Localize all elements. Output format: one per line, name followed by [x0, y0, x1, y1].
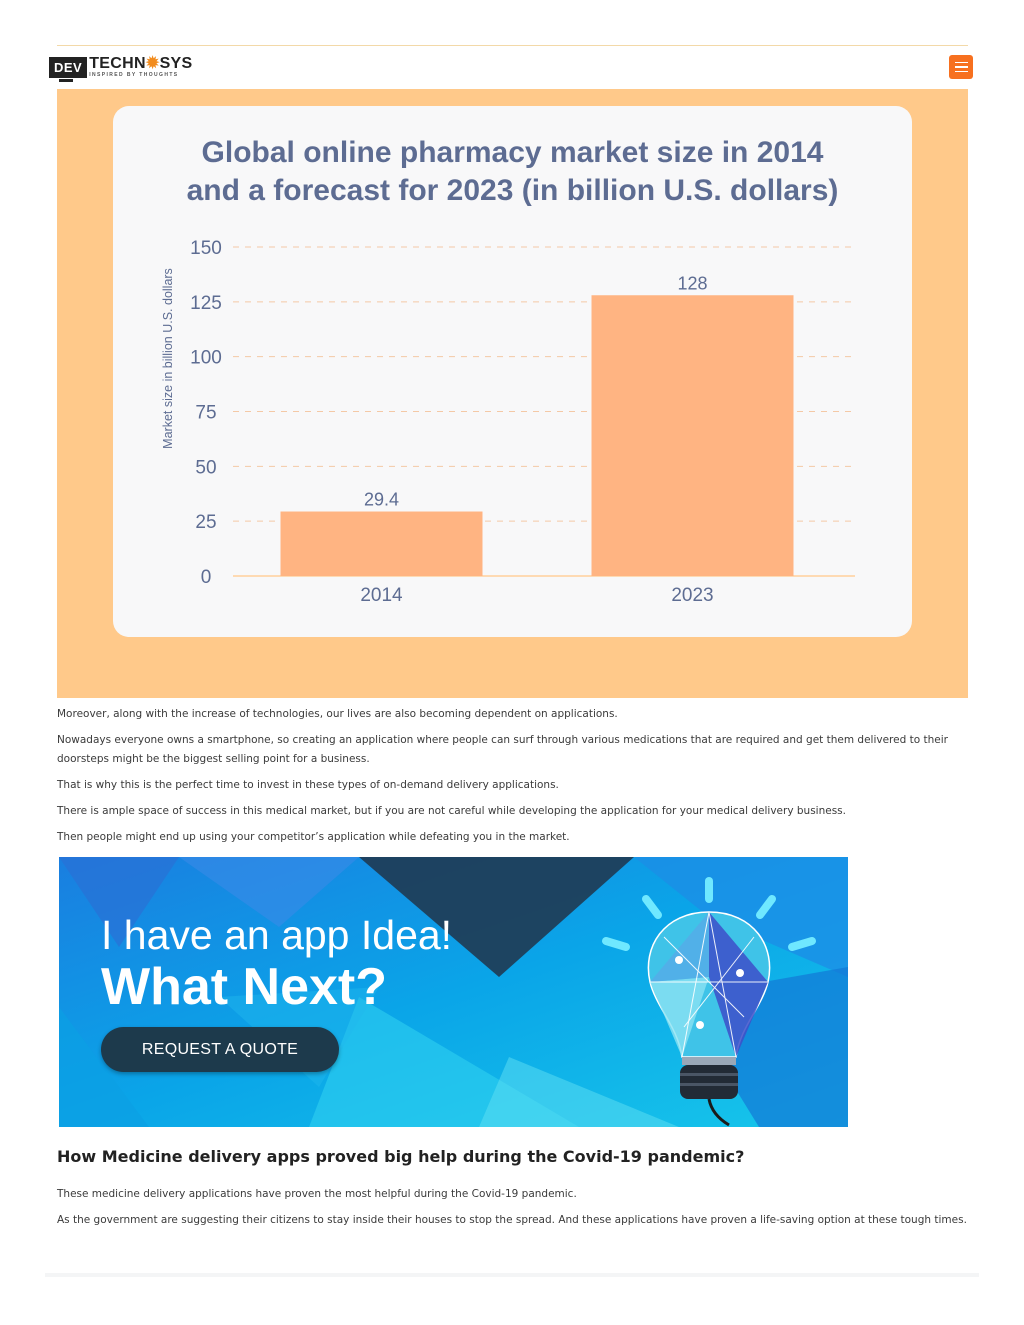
logo-tagline: INSPIRED BY THOUGHTS [89, 72, 179, 78]
bar-value-label: 128 [677, 273, 707, 293]
y-tick-label: 150 [190, 238, 222, 259]
banner-subheadline: What Next? [101, 958, 387, 1016]
paragraph: Moreover, along with the increase of tec… [57, 708, 618, 720]
banner-headline: I have an app Idea! [101, 912, 453, 958]
x-tick-label: 2023 [671, 585, 713, 606]
chart-title-line-2: and a forecast for 2023 (in billion U.S.… [186, 174, 839, 207]
bar-value-label: 29.4 [364, 490, 399, 510]
y-tick-label: 25 [195, 512, 216, 533]
paragraph: Then people might end up using your comp… [57, 831, 570, 843]
y-tick-label: 100 [190, 348, 222, 369]
logo-wordmark: TECHN✹SYS INSPIRED BY THOUGHTS [89, 56, 192, 78]
y-tick-label: 125 [190, 293, 222, 314]
bar-chart: 0 25 50 75 100 125 150 Market size in billion U… [161, 238, 855, 606]
y-axis-title: Market size in billion U.S. dollars [161, 268, 175, 449]
chart-title-line-1: Global online pharmacy market size in 20… [201, 136, 824, 169]
lightbulb-icon [602, 877, 816, 1127]
paragraph: These medicine delivery applications hav… [57, 1188, 577, 1200]
chart-title: Global online pharmacy market size in 20… [113, 134, 912, 210]
chart-image: Global online pharmacy market size in 20… [57, 89, 968, 698]
x-tick-label: 2014 [360, 585, 403, 606]
logo[interactable]: DEV TECHN✹SYS INSPIRED BY THOUGHTS [49, 56, 192, 82]
logo-dev-badge: DEV [49, 56, 88, 82]
footer-divider [45, 1273, 979, 1277]
y-tick-label: 0 [201, 567, 212, 588]
paragraph: That is why this is the perfect time to … [57, 779, 559, 791]
logo-name-part-a: TECHN [89, 55, 146, 72]
y-tick-label: 75 [195, 403, 216, 424]
paragraph: Nowadays everyone owns a smartphone, so … [57, 734, 948, 765]
gear-icon: ✹ [145, 55, 160, 72]
logo-name: TECHN✹SYS [89, 56, 192, 72]
logo-name-part-b: SYS [159, 55, 193, 72]
request-quote-button[interactable]: REQUEST A QUOTE [101, 1027, 339, 1072]
y-tick-label: 50 [195, 457, 216, 478]
section-heading: How Medicine delivery apps proved big he… [57, 1147, 745, 1166]
app-idea-banner[interactable]: I have an app Idea! What Next? REQUEST A… [59, 857, 848, 1127]
header-divider [57, 45, 968, 46]
paragraph: There is ample space of success in this … [57, 805, 846, 817]
paragraph: As the government are suggesting their c… [57, 1214, 967, 1226]
bar [591, 295, 794, 576]
bar [280, 511, 483, 576]
chart-card: Global online pharmacy market size in 20… [113, 106, 912, 637]
site-header: DEV TECHN✹SYS INSPIRED BY THOUGHTS [49, 52, 973, 82]
hamburger-menu-icon[interactable] [949, 55, 973, 79]
